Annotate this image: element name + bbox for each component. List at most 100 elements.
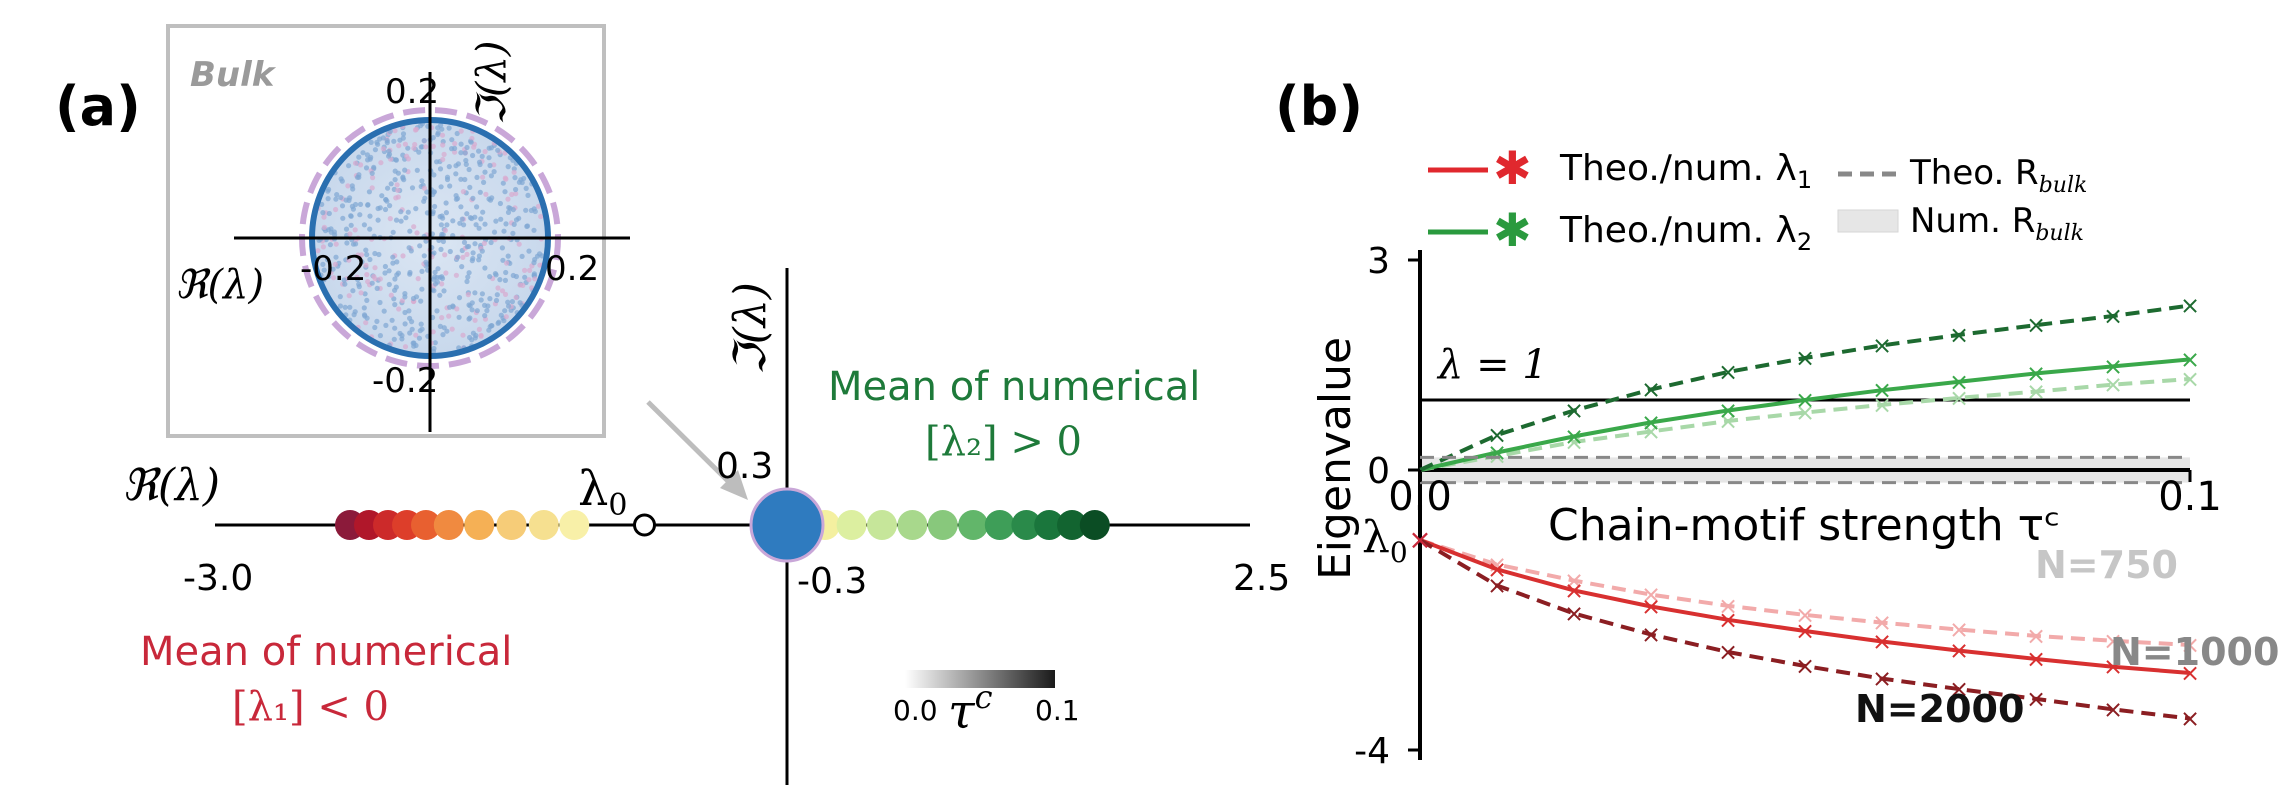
inset-eigenvalue-point	[446, 313, 452, 319]
inset-eigenvalue-point	[366, 189, 372, 195]
inset-eigenvalue-point	[360, 150, 366, 156]
inset-eigenvalue-point	[386, 268, 392, 274]
inset-eigenvalue-point	[442, 227, 448, 233]
inset-eigenvalue-point	[400, 131, 407, 137]
inset-eigenvalue-point	[503, 269, 509, 276]
inset-eigenvalue-point	[346, 293, 352, 299]
inset-eigenvalue-point	[513, 294, 519, 301]
inset-eigenvalue-point	[453, 272, 459, 278]
inset-eigenvalue-point	[503, 176, 509, 182]
inset-eigenvalue-point	[392, 302, 398, 308]
inset-eigenvalue-point	[350, 186, 356, 192]
inset-eigenvalue-point	[482, 221, 488, 227]
inset-eigenvalue-point	[432, 340, 438, 346]
inset-eigenvalue-point	[358, 162, 364, 168]
inset-eigenvalue-point	[342, 304, 348, 310]
n2000-label: N=2000	[1855, 687, 2024, 731]
inset-eigenvalue-point	[408, 248, 414, 254]
inset-eigenvalue-point	[405, 156, 411, 162]
n750-label: N=750	[2035, 543, 2178, 587]
lambda0-marker	[633, 513, 656, 537]
x-axis-label: Chain-motif strength τᶜ	[1548, 500, 2060, 551]
inset-eigenvalue-point	[430, 329, 436, 335]
inset-eigenvalue-point	[467, 303, 473, 309]
inset-eigenvalue-point	[484, 308, 490, 314]
inset-eigenvalue-point	[321, 224, 327, 230]
inset-eigenvalue-point	[444, 176, 451, 183]
inset-eigenvalue-point	[403, 215, 409, 221]
inset-eigenvalue-point	[414, 230, 420, 236]
inset-eigenvalue-point	[487, 274, 493, 280]
mean-eigenvalue-dot	[433, 510, 464, 540]
inset-eigenvalue-point	[519, 253, 525, 259]
inset-eigenvalue-point	[377, 333, 383, 339]
inset-eigenvalue-point	[438, 222, 444, 228]
inset-eigenvalue-point	[402, 167, 408, 173]
inset-eigenvalue-point	[364, 315, 370, 321]
inset-eigenvalue-point	[390, 260, 396, 266]
inset-eigenvalue-point	[440, 238, 446, 245]
inset-eigenvalue-point	[331, 229, 337, 235]
inset-eigenvalue-point	[439, 132, 446, 138]
imag-axis-label: ℑ(λ)	[725, 282, 776, 375]
mean-eigenvalue-dot	[1011, 510, 1042, 540]
inset-eigenvalue-point	[416, 335, 422, 341]
inset-eigenvalue-point	[464, 144, 470, 151]
inset-eigenvalue-point	[390, 229, 396, 235]
inset-eigenvalue-point	[376, 251, 382, 258]
inset-eigenvalue-point	[368, 139, 374, 145]
x-tick-label: 0.0	[1388, 474, 1452, 520]
inset-eigenvalue-point	[358, 290, 364, 296]
inset-eigenvalue-point	[482, 313, 488, 319]
inset-eigenvalue-point	[362, 291, 368, 297]
inset-eigenvalue-point	[392, 325, 398, 331]
inset-eigenvalue-point	[459, 216, 465, 222]
inset-eigenvalue-point	[468, 139, 474, 145]
inset-eigenvalue-point	[488, 173, 494, 179]
inset-eigenvalue-point	[393, 284, 399, 290]
series-marker: ×	[1949, 321, 1969, 349]
x-tick-label: 0.1	[2158, 474, 2222, 520]
inset-eigenvalue-point	[400, 135, 406, 141]
inset-eigenvalue-point	[320, 210, 326, 216]
series-marker: ×	[1564, 576, 1584, 604]
inset-eigenvalue-point	[470, 330, 476, 336]
inset-eigenvalue-point	[384, 198, 390, 204]
inset-eigenvalue-point	[527, 267, 533, 273]
inset-eigenvalue-point	[509, 191, 515, 198]
inset-eigenvalue-point	[476, 225, 482, 231]
inset-eigenvalue-point	[502, 308, 508, 314]
inset-eigenvalue-point	[499, 288, 506, 294]
inset-eigenvalue-point	[438, 184, 444, 190]
lambda0-label-b: λ0	[1362, 512, 1408, 569]
series-marker: ×	[1641, 621, 1661, 649]
inset-eigenvalue-point	[364, 272, 370, 278]
inset-eigenvalue-point	[498, 312, 504, 318]
inset-eigenvalue-point	[501, 228, 507, 234]
inset-eigenvalue-point	[430, 143, 436, 149]
inset-eigenvalue-point	[413, 206, 419, 212]
inset-eigenvalue-point	[382, 206, 389, 213]
series-line	[1419, 538, 2191, 647]
inset-eigenvalue-point	[321, 267, 327, 273]
inset-eigenvalue-point	[346, 257, 352, 263]
inset-eigenvalue-point	[537, 262, 543, 268]
inset-eigenvalue-point	[359, 259, 365, 265]
red-annotation-math: [λ₁] < 0	[232, 684, 389, 730]
green-annotation-line1: Mean of numerical	[828, 364, 1200, 410]
inset-eigenvalue-point	[365, 279, 371, 285]
inset-eigenvalue-point	[384, 138, 390, 144]
eigenvalue-plot: λ = 1 × × × × × × × × × ××× × × × × × × × ××××× × × × × × ××× × ×…	[1310, 241, 2279, 772]
green-annotation-math: [λ₂] > 0	[925, 419, 1082, 465]
inset-eigenvalue-point	[454, 130, 460, 137]
inset-eigenvalue-point	[407, 330, 413, 336]
series-marker: ×	[1564, 422, 1584, 450]
inset-eigenvalue-point	[406, 308, 412, 314]
series-marker: ×	[2026, 311, 2046, 339]
inset-eigenvalue-point	[486, 145, 492, 151]
inset-eigenvalue-point	[532, 276, 538, 282]
series-marker: ×	[1718, 358, 1738, 386]
inset-eigenvalue-point	[326, 273, 332, 279]
inset-eigenvalue-point	[443, 210, 449, 216]
